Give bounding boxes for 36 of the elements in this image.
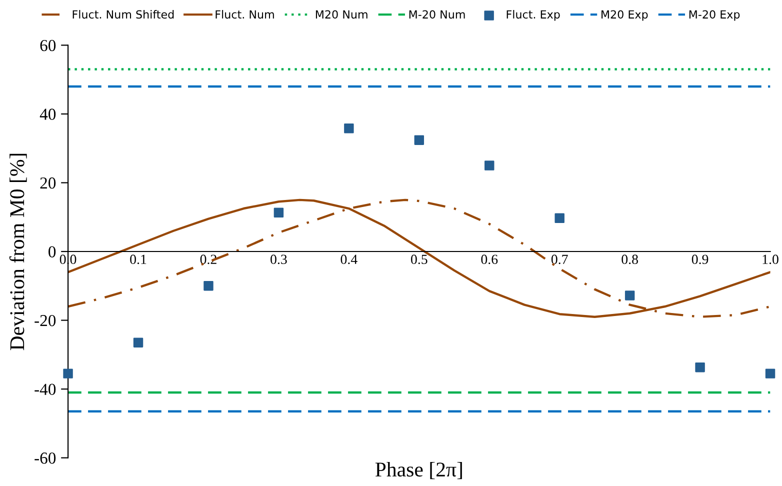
point [765, 368, 776, 378]
legend-label: Fluct. Num Shifted [72, 10, 174, 19]
y-tick-label: -20 [34, 314, 56, 326]
legend-label: M-20 Num [409, 10, 465, 19]
x-tick-label: 0.8 [622, 254, 638, 264]
point [344, 124, 354, 134]
x-tick-label: 0.3 [270, 254, 287, 264]
point [695, 362, 705, 372]
y-tick-label: 0 [48, 246, 56, 258]
y-tick-label: -60 [34, 452, 56, 464]
x-tick-label: 1.0 [762, 254, 778, 264]
legend-label: M20 Num [316, 10, 368, 19]
point [274, 208, 284, 218]
legend-label: M20 Exp [602, 10, 648, 21]
x-tick-label: 0.7 [551, 254, 568, 264]
x-tick-label: 0.4 [340, 254, 358, 264]
x-tick-label: 0.9 [692, 254, 708, 264]
x-tick-label: 0.1 [130, 254, 146, 264]
point [624, 290, 635, 300]
y-axis-title: Deviation from M0 [%] [9, 154, 27, 350]
y-tick-label: 60 [40, 40, 56, 52]
x-tick-label: 0.6 [481, 254, 498, 264]
x-tick-label: 0.5 [411, 254, 428, 264]
y-tick-label: 40 [40, 108, 56, 120]
point [484, 160, 494, 170]
point [414, 135, 424, 145]
point [554, 213, 564, 224]
legend-label: Fluct. Num [216, 10, 274, 19]
legend-label: Fluct. Exp [506, 10, 560, 21]
legend-label: M-20 Exp [689, 10, 740, 21]
x-axis-title: Phase [2π] [375, 462, 462, 480]
point [133, 338, 144, 348]
point [204, 281, 214, 291]
y-tick-label: 20 [40, 177, 56, 189]
y-tick-label: -40 [34, 384, 56, 395]
point [63, 368, 73, 378]
